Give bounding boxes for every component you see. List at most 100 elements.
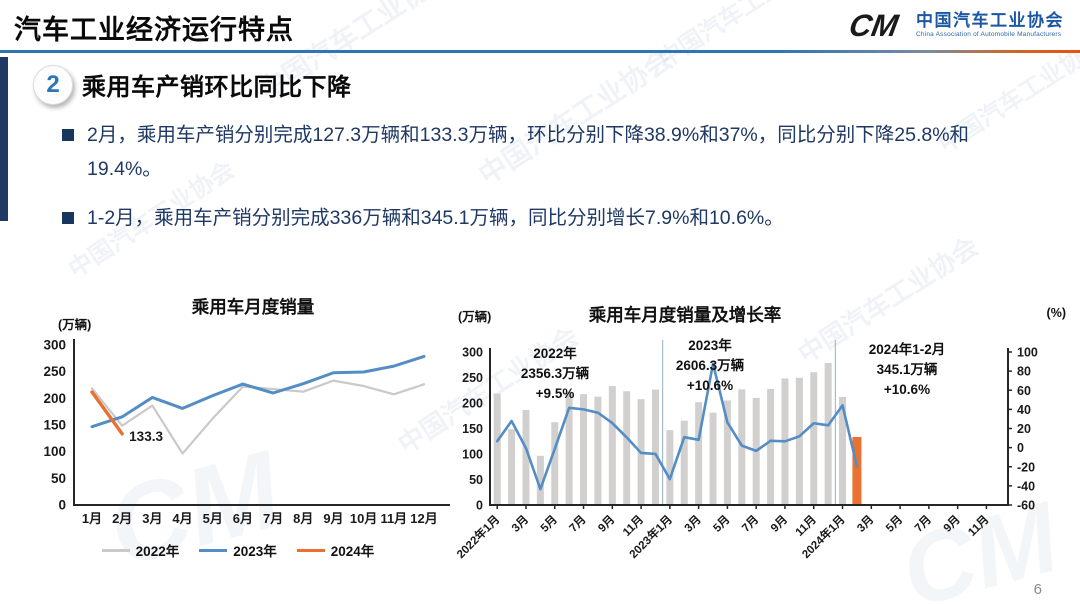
data-label: 133.3	[129, 429, 163, 444]
x-tick-label: 3月	[855, 513, 877, 535]
x-tick-label: 11月	[620, 513, 646, 539]
x-tick-label: 5月	[538, 513, 560, 535]
watermark: 中国汽车工业协会	[653, 0, 830, 74]
monthly-sales-line-chart: 乘用车月度销量 (万辆) 0 50 100 150 200 250 300 1月 2月 3月 4月 5…	[22, 292, 454, 592]
annotation: 2023年 2606.3万辆 +10.6%	[645, 336, 775, 396]
annotation-line: 2606.3万辆	[675, 358, 745, 373]
x-tick-label: 6月	[233, 511, 253, 526]
annotation-line: +10.6%	[883, 382, 931, 397]
section-number-badge: 2	[33, 65, 73, 105]
right-y-tick-label: -20	[1017, 460, 1035, 474]
series-line-2023年	[90, 354, 426, 429]
bullet-text: 1-2月，乘用车产销分别完成336万辆和345.1万辆，同比分别增长7.9%和1…	[87, 207, 784, 229]
bar	[522, 409, 530, 505]
x-tick-label: 2月	[112, 511, 132, 526]
section-accent-bar	[0, 57, 8, 221]
svg-text:CM: CM	[846, 8, 901, 43]
bar	[594, 396, 602, 505]
x-tick-label: 9月	[323, 511, 343, 526]
x-tick-label: 2022年1月	[454, 512, 503, 561]
bar	[824, 362, 832, 505]
legend-swatch-icon	[296, 548, 325, 552]
legend-item: 2022年	[101, 540, 180, 560]
bar	[551, 422, 559, 505]
annotation-line: +10.6%	[686, 378, 734, 393]
page-title: 汽车工业经济运行特点	[14, 15, 294, 45]
legend-item: 2023年	[199, 540, 277, 560]
x-tick-label: 7月	[912, 513, 934, 535]
annotation-line: 345.1万辆	[876, 362, 938, 377]
x-tick-label: 9月	[596, 513, 618, 535]
bullet-list: 2月，乘用车产销分别完成127.3万辆和133.3万辆，环比分别下降38.9%和…	[60, 118, 1022, 250]
legend-item: 2024年	[296, 540, 375, 560]
y-tick-label: 0	[58, 498, 66, 513]
bar	[608, 386, 616, 505]
bullet-text: 2月，乘用车产销分别完成127.3万辆和133.3万辆，环比分别下降38.9%和…	[87, 124, 970, 180]
annotation: 2024年1-2月 345.1万辆 +10.6%	[834, 340, 980, 400]
bar	[795, 377, 803, 505]
x-tick-label: 5月	[203, 511, 223, 526]
x-tick-label: 5月	[711, 513, 733, 535]
bar	[536, 455, 544, 505]
bar	[767, 388, 775, 505]
y-tick-label: 50	[51, 471, 66, 486]
left-axis-unit-label: (万辆)	[458, 310, 492, 324]
caam-logo: CM 中国汽车工业协会 China Association of Automob…	[845, 6, 1064, 44]
bar	[738, 389, 746, 505]
x-tick-label: 1月	[82, 511, 102, 526]
bar-highlighted	[852, 437, 862, 505]
annotation: 2022年 2356.3万辆 +9.5%	[490, 344, 620, 404]
caam-logo-mark-icon: CM	[846, 8, 901, 43]
left-y-tick-label: 50	[469, 473, 483, 487]
annotation-line: +9.5%	[535, 386, 575, 401]
right-y-tick-label: -60	[1017, 499, 1035, 513]
right-y-tick-label: -40	[1017, 479, 1035, 493]
x-tick-label: 3月	[682, 513, 704, 535]
bar	[580, 394, 588, 505]
x-tick-label: 7月	[263, 511, 283, 526]
combo-chart-plot: 0 50 100 150 200 250 300 -60 -40 -20 0 20 40 60 80 100 2…	[454, 340, 1038, 561]
left-y-tick-label: 250	[462, 371, 483, 385]
left-y-tick-label: 300	[462, 346, 483, 360]
x-tick-label: 7月	[567, 513, 589, 535]
legend-swatch-icon	[101, 548, 130, 552]
left-y-tick-label: 150	[462, 422, 483, 436]
legend-swatch-icon	[199, 548, 228, 552]
x-tick-label: 9月	[768, 513, 790, 535]
chart-title: 乘用车月度销量及增长率	[588, 305, 782, 325]
left-y-tick-label: 100	[462, 448, 483, 462]
annotation-line: 2022年	[533, 346, 577, 361]
bullet-item: 2月，乘用车产销分别完成127.3万辆和133.3万辆，环比分别下降38.9%和…	[60, 118, 1022, 186]
annotation-line: 2023年	[688, 338, 732, 353]
legend-label: 2024年	[330, 544, 375, 559]
section-title: 乘用车产销环比同比下降	[82, 74, 352, 101]
y-tick-label: 250	[43, 364, 66, 379]
y-tick-label: 300	[43, 338, 66, 353]
bullet-marker-icon	[62, 212, 74, 224]
annotation-line: 2356.3万辆	[520, 366, 590, 381]
legend-label: 2022年	[135, 544, 180, 559]
bar	[839, 396, 847, 505]
right-y-tick-label: 100	[1017, 346, 1038, 360]
right-y-tick-label: 20	[1017, 422, 1031, 436]
x-tick-label: 3月	[142, 511, 162, 526]
bar	[565, 391, 573, 505]
bar	[695, 402, 703, 505]
x-tick-label: 11月	[380, 511, 407, 526]
x-tick-label: 10月	[350, 511, 377, 526]
bullet-marker-icon	[62, 129, 74, 141]
x-tick-label: 5月	[883, 513, 905, 535]
chart-legend: 2022年 2023年 2024年	[22, 540, 454, 560]
bar	[709, 412, 717, 505]
left-y-tick-label: 0	[476, 499, 483, 513]
x-tick-label: 8月	[293, 511, 313, 526]
bar	[810, 372, 818, 505]
growth-rate-line	[495, 362, 859, 491]
org-name: 中国汽车工业协会	[916, 11, 1064, 31]
y-tick-label: 200	[43, 391, 66, 406]
x-tick-label: 11月	[966, 513, 992, 539]
right-axis-unit-label: (%)	[1046, 306, 1066, 320]
header-rule	[0, 50, 1080, 53]
bar	[666, 430, 674, 505]
